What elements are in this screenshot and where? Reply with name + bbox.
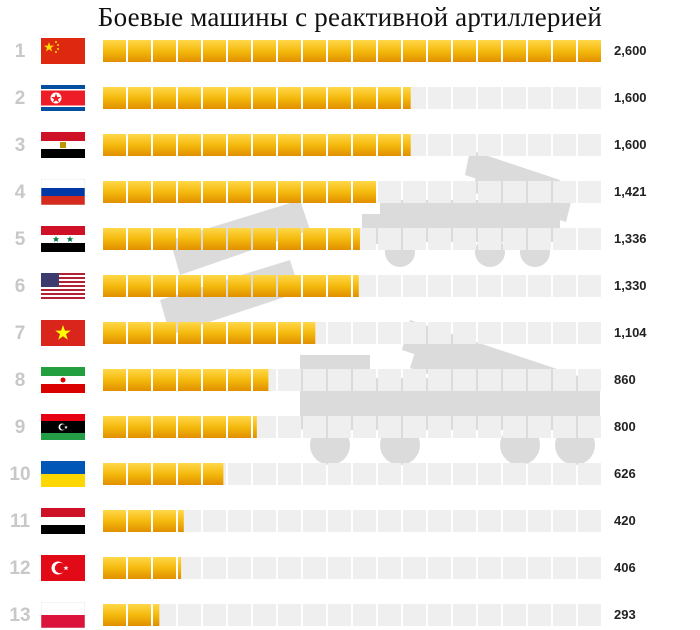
rank-label: 11 — [9, 511, 31, 532]
value-label: 1,600 — [614, 90, 647, 105]
rank-label: 12 — [9, 558, 31, 579]
bar-track — [103, 40, 601, 62]
value-label: 1,600 — [614, 137, 647, 152]
poland-flag-icon — [41, 602, 85, 628]
value-label: 1,104 — [614, 325, 647, 340]
bar — [103, 228, 360, 250]
bar — [103, 416, 257, 438]
egypt-flag-icon — [41, 132, 85, 158]
turkey-flag-icon — [41, 555, 85, 581]
value-label: 1,330 — [614, 278, 647, 293]
bar — [103, 369, 269, 391]
iran-flag-icon — [41, 367, 85, 393]
chart-title: Боевые машины с реактивной артиллерией — [97, 2, 603, 32]
bar-track — [103, 134, 601, 156]
bar — [103, 557, 182, 579]
rank-label: 10 — [9, 464, 31, 485]
bar — [103, 181, 376, 203]
bar-track — [103, 416, 601, 438]
value-label: 860 — [614, 372, 636, 387]
rank-label: 7 — [14, 323, 26, 344]
bar — [103, 604, 160, 626]
value-label: 1,421 — [614, 184, 647, 199]
yemen-flag-icon — [41, 508, 85, 534]
ukraine-flag-icon — [41, 461, 85, 487]
bar-track — [103, 228, 601, 250]
value-label: 800 — [614, 419, 636, 434]
value-label: 293 — [614, 607, 636, 622]
rank-label: 1 — [14, 41, 26, 62]
bar-track — [103, 369, 601, 391]
value-label: 626 — [614, 466, 636, 481]
bar-track — [103, 87, 601, 109]
bar — [103, 134, 411, 156]
value-label: 420 — [614, 513, 636, 528]
rank-label: 3 — [14, 135, 26, 156]
bar-track — [103, 557, 601, 579]
rank-label: 13 — [9, 605, 31, 626]
china-flag-icon — [41, 38, 85, 64]
rank-label: 8 — [14, 370, 26, 391]
bar — [103, 322, 316, 344]
rank-label: 4 — [14, 182, 26, 203]
bar-track — [103, 604, 601, 626]
rank-label: 5 — [14, 229, 26, 250]
libya-flag-icon — [41, 414, 85, 440]
bar — [103, 510, 184, 532]
bar-track — [103, 275, 601, 297]
bar — [103, 275, 359, 297]
rank-label: 9 — [14, 417, 26, 438]
syria-flag-icon — [41, 226, 85, 252]
bar — [103, 87, 411, 109]
bar-track — [103, 510, 601, 532]
bar — [103, 463, 224, 485]
value-label: 1,336 — [614, 231, 647, 246]
usa-flag-icon — [41, 273, 85, 299]
bar-track — [103, 463, 601, 485]
russia-flag-icon — [41, 179, 85, 205]
value-label: 2,600 — [614, 43, 647, 58]
rank-label: 2 — [14, 88, 26, 109]
rank-label: 6 — [14, 276, 26, 297]
bar-track — [103, 322, 601, 344]
north-korea-flag-icon — [41, 85, 85, 111]
bar — [103, 40, 601, 62]
vietnam-flag-icon — [41, 320, 85, 346]
bar-track — [103, 181, 601, 203]
value-label: 406 — [614, 560, 636, 575]
